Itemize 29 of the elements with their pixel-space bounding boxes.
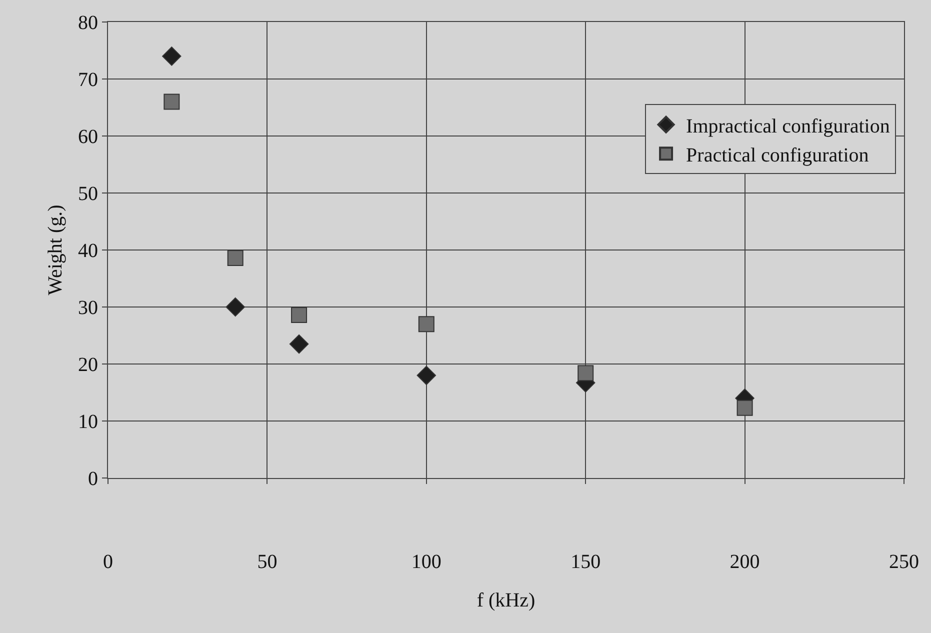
y-tick-label: 40 (78, 240, 98, 262)
point (416, 366, 436, 385)
x-tick-label: 0 (103, 551, 113, 573)
y-tick-label: 60 (78, 126, 98, 148)
y-tick-label: 70 (78, 69, 98, 91)
x-tick-label: 150 (570, 551, 601, 573)
y-tick-label: 20 (78, 354, 98, 376)
point (289, 334, 309, 354)
y-tick-label: 50 (78, 183, 98, 205)
point (418, 316, 434, 332)
legend-label: Impractical configuration (686, 115, 890, 138)
y-tick-label: 0 (88, 468, 98, 490)
x-tick-label: 100 (411, 551, 442, 573)
x-tick-label: 50 (257, 551, 278, 573)
x-tick-label: 250 (889, 551, 919, 573)
point (227, 250, 244, 266)
y-tick-label: 10 (78, 411, 98, 433)
point (164, 94, 180, 110)
x-axis-title: f (kHz) (476, 590, 536, 612)
y-axis-title: Weight (g.) (44, 204, 66, 296)
point (291, 306, 308, 323)
legend-label: Practical configuration (686, 144, 869, 166)
x-tick-label: 200 (730, 551, 760, 573)
y-tick-label: 30 (78, 297, 98, 319)
point (578, 365, 594, 382)
point (162, 46, 182, 66)
y-tick-label: 80 (78, 12, 98, 34)
point (226, 297, 245, 317)
point (736, 400, 753, 416)
